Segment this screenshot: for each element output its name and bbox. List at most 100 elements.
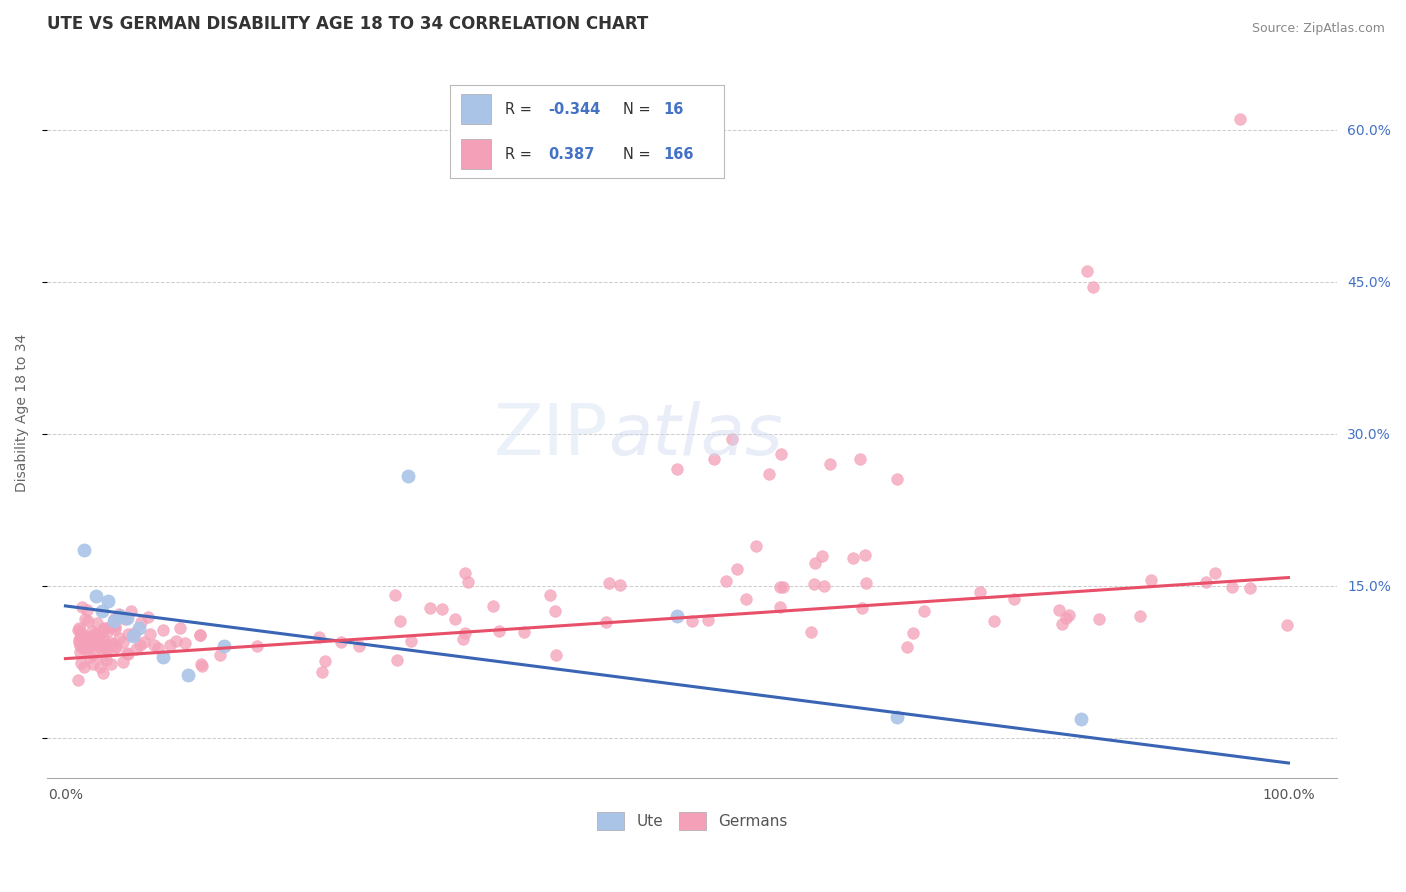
Point (101, 619, 124, 633)
Point (454, 625, 477, 640)
Point (983, 614, 1005, 628)
Point (1081, 279, 1104, 293)
Point (188, 627, 211, 641)
Point (84, 630, 107, 644)
Point (69, 645, 91, 659)
Point (314, 654, 336, 668)
Point (482, 599, 505, 613)
Point (1139, 574, 1161, 588)
Point (80, 624, 103, 639)
Point (98, 620, 121, 634)
Point (103, 611, 125, 625)
Point (77, 640, 100, 654)
Point (129, 615, 152, 630)
Point (665, 609, 688, 624)
Point (152, 649, 174, 664)
Point (697, 614, 720, 628)
Point (703, 452, 725, 467)
Point (105, 640, 128, 655)
Point (1220, 580, 1243, 594)
Point (513, 624, 536, 639)
Point (769, 447, 792, 461)
Point (115, 611, 138, 625)
Point (546, 648, 568, 663)
Point (721, 432, 744, 446)
Point (1050, 616, 1073, 631)
Point (432, 602, 454, 616)
Point (121, 629, 143, 643)
Point (1057, 607, 1080, 622)
Point (112, 635, 135, 649)
Point (912, 604, 935, 618)
Text: atlas: atlas (609, 401, 783, 470)
Point (855, 575, 877, 590)
Point (108, 607, 131, 621)
Point (146, 640, 169, 655)
Point (77, 630, 100, 644)
Point (444, 612, 467, 626)
Point (177, 668, 200, 682)
Point (139, 626, 162, 640)
Point (246, 639, 269, 653)
Point (67, 633, 90, 648)
Point (67, 635, 90, 649)
Point (66, 624, 89, 638)
Point (93, 638, 115, 652)
Point (70, 656, 93, 670)
Point (111, 656, 134, 670)
Point (90, 648, 112, 663)
Point (330, 635, 353, 649)
Point (886, 710, 908, 724)
Text: R =: R = (505, 146, 531, 161)
Point (886, 472, 908, 486)
Point (1076, 264, 1098, 278)
Point (772, 580, 794, 594)
Point (73, 612, 96, 626)
Point (1070, 713, 1092, 727)
Text: 16: 16 (664, 102, 685, 117)
Point (83, 637, 105, 651)
Text: -0.344: -0.344 (548, 102, 600, 117)
Point (101, 637, 124, 651)
Point (716, 574, 738, 589)
Point (82, 647, 104, 661)
Text: ZIP: ZIP (494, 401, 609, 470)
Point (96, 643, 118, 657)
Point (538, 588, 561, 602)
Point (72, 640, 94, 655)
Point (598, 576, 620, 591)
Text: Source: ZipAtlas.com: Source: ZipAtlas.com (1251, 22, 1385, 36)
Point (108, 631, 131, 645)
Point (73, 660, 96, 674)
Point (89, 640, 111, 655)
Point (91, 666, 114, 681)
Text: UTE VS GERMAN DISABILITY AGE 18 TO 34 CORRELATION CHART: UTE VS GERMAN DISABILITY AGE 18 TO 34 CO… (46, 15, 648, 33)
Point (804, 556, 827, 570)
Point (84, 630, 107, 644)
Point (725, 561, 748, 575)
Point (1275, 618, 1298, 632)
Point (208, 648, 231, 662)
Point (152, 624, 174, 638)
Point (544, 605, 567, 619)
Point (969, 585, 991, 599)
Point (451, 632, 474, 647)
Point (115, 646, 138, 660)
Point (143, 638, 166, 652)
Point (190, 657, 212, 671)
Text: 166: 166 (664, 146, 695, 161)
Point (122, 628, 145, 642)
Point (96, 653, 118, 667)
Point (769, 580, 792, 594)
Point (76, 630, 98, 644)
Point (93, 621, 115, 635)
Point (1204, 566, 1226, 580)
Point (72, 632, 94, 647)
Point (117, 647, 139, 661)
Point (100, 636, 122, 650)
Point (134, 635, 156, 649)
Point (159, 638, 181, 652)
Point (77, 614, 100, 628)
Point (79, 650, 101, 665)
Point (849, 452, 872, 467)
